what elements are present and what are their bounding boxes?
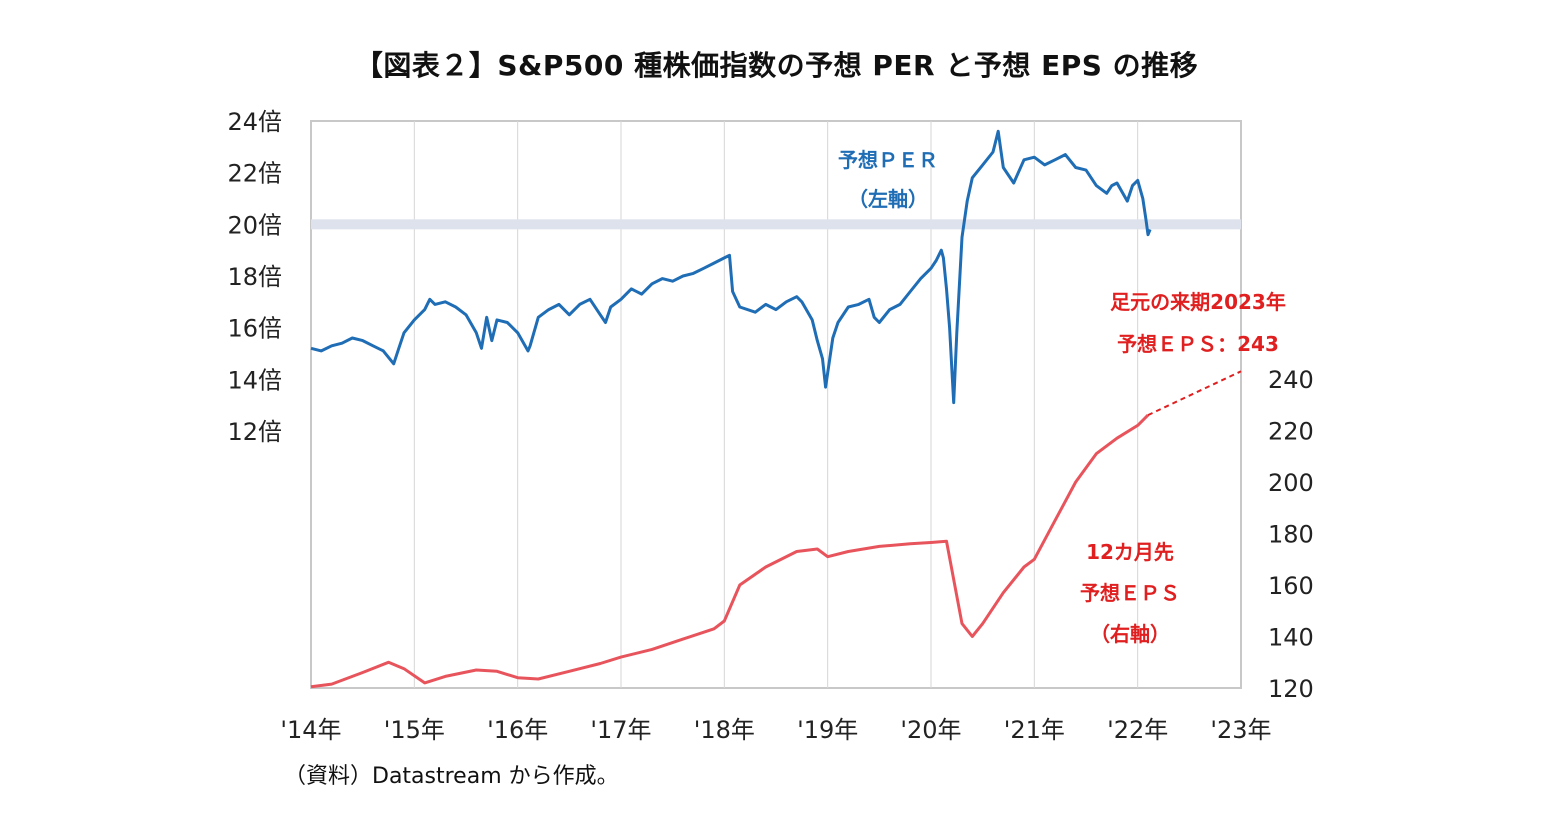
grid-lines <box>413 121 1139 688</box>
x-tick-label: '14年 <box>280 716 341 744</box>
x-tick-label: '23年 <box>1210 716 1271 744</box>
x-tick-label: '17年 <box>590 716 651 744</box>
eps-series-line <box>310 414 1150 689</box>
per-label-line2: （左軸） <box>848 187 928 211</box>
left-tick-label: 24倍 <box>227 108 282 136</box>
eps-label-line3: （右軸） <box>1090 622 1170 646</box>
x-axis: '14年 '15年 '16年 '17年 '18年 '19年 '20年 '21年 '22年 '23年 <box>280 716 1271 744</box>
forecast-label-line1: 足元の来期2023年 <box>1110 290 1286 314</box>
right-tick-label: 240 <box>1268 366 1314 394</box>
right-tick-label: 140 <box>1268 624 1314 652</box>
right-tick-label: 200 <box>1268 469 1314 497</box>
per-label-line1: 予想ＰＥＲ <box>838 148 938 172</box>
highlight-band-20 <box>311 219 1241 230</box>
x-tick-label: '15年 <box>384 716 445 744</box>
left-axis: 24倍 22倍 20倍 18倍 16倍 14倍 12倍 <box>227 108 282 446</box>
right-tick-label: 120 <box>1268 675 1314 703</box>
plot-frame <box>310 120 1242 689</box>
right-axis: 240 220 200 180 160 140 120 <box>1268 366 1314 703</box>
forecast-label-line2: 予想ＥＰＳ：243 <box>1117 332 1279 356</box>
x-tick-label: '21年 <box>1004 716 1065 744</box>
eps-label-line1: 12カ月先 <box>1086 540 1174 564</box>
right-tick-label: 160 <box>1268 572 1314 600</box>
chart-title: 【図表２】S&P500 種株価指数の予想 PER と予想 EPS の推移 <box>354 49 1199 82</box>
left-tick-label: 12倍 <box>227 418 282 446</box>
x-tick-label: '18年 <box>694 716 755 744</box>
per-series-line <box>310 129 1152 405</box>
x-tick-label: '22年 <box>1107 716 1168 744</box>
left-tick-label: 18倍 <box>227 263 282 291</box>
left-tick-label: 20倍 <box>227 211 282 239</box>
x-tick-label: '20年 <box>900 716 961 744</box>
series-group <box>310 129 1242 689</box>
x-tick-label: '16年 <box>487 716 548 744</box>
eps-label-line2: 予想ＥＰＳ <box>1080 581 1180 605</box>
x-tick-label: '19年 <box>797 716 858 744</box>
left-tick-label: 14倍 <box>227 366 282 394</box>
left-tick-label: 22倍 <box>227 160 282 188</box>
source-note: （資料）Datastream から作成。 <box>284 764 619 789</box>
right-tick-label: 220 <box>1268 418 1314 446</box>
left-tick-label: 16倍 <box>227 315 282 343</box>
right-tick-label: 180 <box>1268 521 1314 549</box>
eps-forecast-dashed-line <box>1147 370 1242 417</box>
